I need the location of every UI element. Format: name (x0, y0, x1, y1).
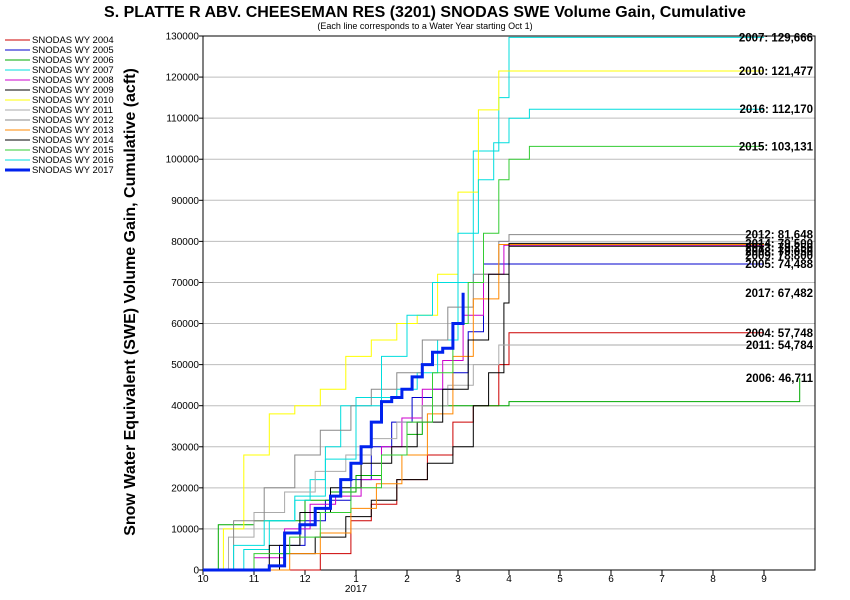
series-end-label: 2007: 129,666 (739, 32, 813, 44)
x-tick-label: 10 (197, 574, 209, 585)
legend-label: SNODAS WY 2013 (32, 125, 114, 136)
series-line (203, 70, 764, 571)
y-tick-label: 90000 (171, 196, 199, 207)
legend-label: SNODAS WY 2014 (32, 135, 114, 146)
y-axis-label: Snow Water Equivalent (SWE) Volume Gain,… (122, 68, 139, 536)
y-tick-label: 110000 (166, 114, 199, 125)
series-end-label: 2011: 54,784 (746, 340, 814, 352)
legend-label: SNODAS WY 2006 (32, 55, 114, 66)
series-end-label: 2005: 74,488 (745, 259, 813, 271)
chart-title: S. PLATTE R ABV. CHEESEMAN RES (3201) SN… (104, 4, 746, 21)
series-end-label: 2015: 103,131 (739, 141, 814, 153)
x-tick-label: 8 (710, 574, 716, 585)
series-end-label: 2006: 46,711 (746, 373, 814, 385)
series-end-label: 2016: 112,170 (739, 104, 813, 116)
x-year-label: 2017 (345, 584, 368, 595)
x-tick-label: 6 (608, 574, 614, 585)
series-line (203, 292, 465, 572)
legend-label: SNODAS WY 2011 (32, 105, 113, 116)
series-end-label: 2010: 121,477 (739, 66, 813, 78)
series-line (203, 244, 764, 571)
series-end-label: 2012: 81,648 (745, 230, 813, 242)
series-end-label: 2009: 78,800 (745, 250, 813, 262)
series-end-label: 2014: 79,500 (745, 238, 813, 250)
legend-label: SNODAS WY 2017 (32, 165, 114, 176)
series-line (203, 234, 764, 571)
series-end-label: 2013: 79,250 (745, 242, 813, 254)
legend-label: SNODAS WY 2007 (32, 65, 114, 76)
series-line (203, 344, 764, 571)
y-tick-label: 60000 (171, 319, 199, 330)
y-tick-label: 0 (193, 566, 199, 577)
legend-label: SNODAS WY 2016 (32, 155, 114, 166)
x-tick-label: 9 (761, 574, 767, 585)
chart-subtitle: (Each line corresponds to a Water Year s… (317, 21, 532, 31)
x-tick-label: 11 (249, 574, 260, 585)
y-tick-label: 120000 (166, 73, 200, 84)
series-line (203, 378, 801, 571)
end-labels: 2007: 129,666 2010: 121,477 2016: 112,170 2… (739, 32, 814, 385)
series-end-label: 2004: 57,748 (745, 328, 813, 340)
series-end-label: 2008: 79,050 (745, 246, 813, 258)
legend-label: SNODAS WY 2004 (32, 35, 114, 46)
y-tick-label: 70000 (171, 278, 199, 289)
legend-label: SNODAS WY 2012 (32, 115, 114, 126)
series-line (203, 245, 764, 571)
y-tick-label: 30000 (171, 442, 199, 453)
x-tick-label: 2 (404, 574, 410, 585)
y-tick-label: 50000 (171, 360, 199, 371)
y-tick-label: 100000 (166, 155, 200, 166)
legend-label: SNODAS WY 2005 (32, 45, 114, 56)
series-end-label: 2017: 67,482 (745, 288, 813, 300)
legend-label: SNODAS WY 2010 (32, 95, 114, 106)
y-tick-label: 10000 (171, 524, 199, 535)
legend-label: SNODAS WY 2008 (32, 75, 114, 86)
legend-label: SNODAS WY 2015 (32, 145, 114, 156)
y-tick-label: 20000 (171, 483, 199, 494)
axes: 0 10000 20000 30000 40000 50000 60000 70000 8000… (166, 32, 816, 585)
series-line (203, 108, 764, 571)
y-tick-label: 80000 (171, 237, 199, 248)
x-tick-label: 12 (299, 574, 311, 585)
x-tick-label: 3 (455, 574, 461, 585)
legend-label: SNODAS WY 2009 (32, 85, 114, 96)
series-line (203, 263, 764, 571)
series-line (203, 145, 764, 571)
x-tick-label: 4 (506, 574, 512, 585)
x-tick-label: 5 (557, 574, 563, 585)
x-tick-label: 7 (659, 574, 665, 585)
y-tick-label: 40000 (171, 401, 199, 412)
x-tick-label: 1 (353, 574, 359, 585)
series-lines (203, 36, 801, 572)
y-tick-label: 130000 (166, 32, 200, 43)
